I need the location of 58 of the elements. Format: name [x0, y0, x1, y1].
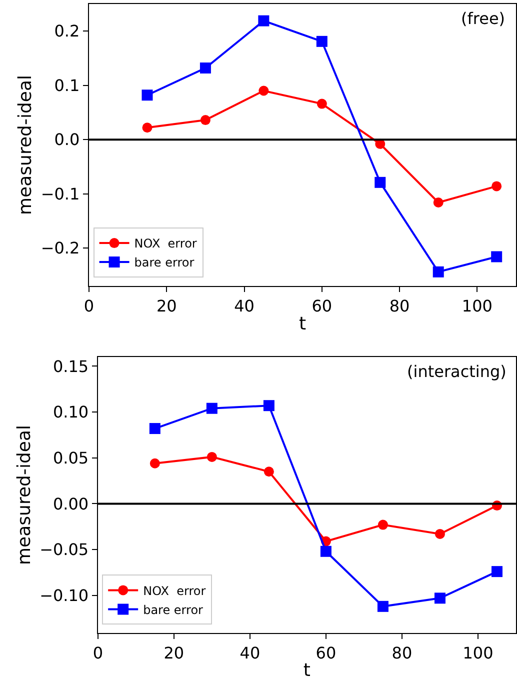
legend-label: bare error	[134, 256, 194, 270]
point	[142, 90, 153, 101]
point	[200, 62, 211, 74]
y-tick-label: −0.1	[40, 184, 80, 204]
annotation: (free)	[461, 9, 506, 28]
point	[150, 458, 160, 468]
y-axis-title: measured-ideal	[14, 425, 35, 565]
point	[377, 600, 388, 612]
x-axis-title: t	[303, 660, 310, 681]
y-tick-label: 0.00	[52, 494, 89, 514]
point	[206, 452, 217, 462]
point	[434, 528, 445, 539]
x-tick-label: 60	[312, 296, 332, 316]
y-axis-title: measured-ideal	[15, 75, 36, 215]
legend-label: bare error	[143, 602, 204, 617]
point	[206, 402, 218, 414]
y-tick-label: −0.05	[40, 540, 89, 560]
x-tick-label: 0	[92, 643, 104, 662]
point	[258, 86, 269, 96]
point	[491, 251, 502, 262]
point	[492, 181, 502, 192]
point	[434, 592, 446, 604]
point	[492, 566, 502, 578]
point	[258, 15, 270, 26]
y-tick-label: 0.15	[52, 356, 89, 376]
x-tick-label: 100	[462, 643, 494, 662]
point	[263, 400, 274, 412]
y-tick-label: 0.05	[52, 448, 89, 468]
y-tick-label: 0.10	[52, 402, 89, 422]
y-tick-label: 0.2	[54, 22, 80, 41]
point	[316, 36, 328, 47]
point	[378, 520, 388, 530]
y-tick-label: 0.1	[54, 76, 80, 95]
x-tick-label: 20	[164, 643, 184, 662]
x-axis-title: t	[298, 313, 306, 334]
y-tick-label: −0.10	[40, 586, 89, 606]
point	[374, 176, 386, 188]
x-tick-label: 40	[240, 643, 260, 662]
x-tick-label: 80	[392, 643, 412, 662]
x-tick-label: 20	[156, 296, 177, 316]
x-tick-label: 100	[462, 296, 492, 316]
x-tick-label: 60	[316, 643, 336, 662]
point	[316, 98, 327, 109]
point	[149, 423, 160, 434]
point	[264, 466, 274, 477]
y-tick-label: 0.0	[54, 130, 80, 150]
x-tick-label: 0	[84, 296, 94, 316]
point	[433, 197, 444, 208]
x-tick-label: 40	[234, 296, 254, 316]
point	[200, 115, 210, 126]
annotation: (interacting)	[407, 362, 506, 381]
point	[320, 546, 332, 557]
y-tick-label: −0.2	[40, 238, 80, 258]
legend-label: NOX error	[134, 236, 197, 251]
point	[142, 122, 152, 133]
legend-label: NOX error	[143, 584, 206, 598]
point	[432, 266, 444, 278]
x-tick-label: 80	[389, 296, 410, 316]
